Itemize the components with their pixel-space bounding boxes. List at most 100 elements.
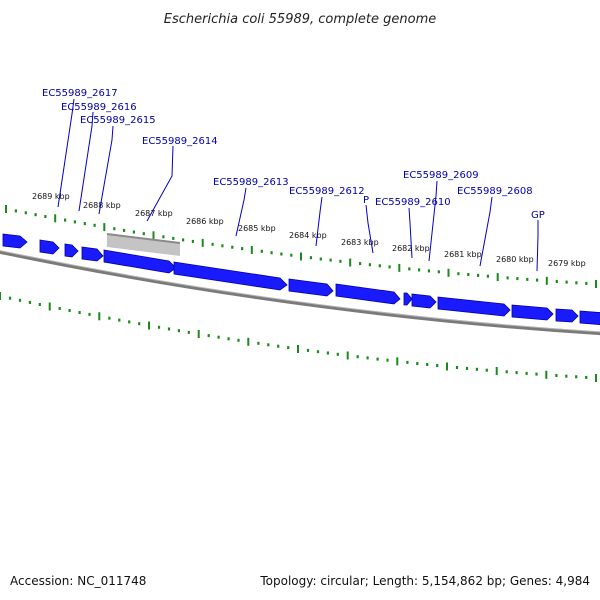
minor-tick: [486, 274, 489, 278]
minor-tick: [177, 329, 180, 333]
minor-tick: [535, 372, 538, 376]
major-tick: [148, 321, 150, 330]
accession-text: Accession: NC_011748: [10, 574, 147, 588]
minor-tick: [280, 252, 283, 256]
kbp-tick-label: 2681 kbp: [444, 250, 482, 259]
gene-label[interactable]: EC55989_2614: [142, 136, 218, 147]
gene-arrow[interactable]: [2, 233, 28, 249]
outer-tick-track: [5, 205, 597, 288]
major-tick: [247, 337, 250, 346]
leader-line: [57, 98, 75, 208]
minor-tick: [336, 352, 339, 356]
minor-tick: [34, 213, 37, 217]
major-tick: [152, 231, 155, 240]
minor-tick: [157, 325, 161, 329]
gene-arrow[interactable]: [103, 249, 177, 274]
gene-label-leaders: [57, 98, 539, 272]
minor-tick: [339, 259, 342, 263]
gene-arrow[interactable]: [39, 239, 60, 255]
minor-tick: [182, 238, 185, 242]
gene-arrow[interactable]: [555, 308, 579, 323]
kbp-tick-label: 2683 kbp: [341, 238, 379, 247]
minor-tick: [408, 267, 411, 271]
gene-label[interactable]: EC55989_2613: [213, 177, 289, 188]
gene-arrow[interactable]: [579, 310, 600, 325]
gene-labels: EC55989_2617 EC55989_2616 EC55989_2615 E…: [42, 88, 545, 221]
minor-tick: [108, 316, 111, 320]
minor-tick: [191, 239, 194, 243]
minor-tick: [326, 351, 329, 355]
major-tick: [446, 362, 448, 371]
gene-label[interactable]: GP: [531, 210, 545, 221]
minor-tick: [162, 235, 165, 239]
gene-arrow[interactable]: [288, 278, 334, 297]
minor-tick: [555, 280, 558, 283]
leader-line: [408, 207, 413, 259]
minor-tick: [231, 245, 234, 249]
leader-line: [365, 204, 374, 254]
gene-arrow[interactable]: [437, 296, 511, 317]
gene-label[interactable]: EC55989_2609: [403, 170, 479, 181]
minor-tick: [477, 273, 480, 277]
minor-tick: [217, 335, 220, 339]
gene-arrow[interactable]: [403, 292, 413, 306]
minor-tick: [565, 280, 568, 284]
gene-label[interactable]: EC55989_2610: [375, 197, 451, 208]
minor-tick: [525, 371, 528, 375]
minor-tick: [505, 370, 508, 374]
gene-label[interactable]: EC55989_2617: [42, 88, 118, 99]
minor-tick: [565, 374, 568, 378]
minor-tick: [113, 227, 116, 231]
major-tick: [5, 205, 7, 213]
minor-tick: [536, 278, 539, 282]
major-tick: [349, 258, 352, 267]
minor-tick: [416, 362, 419, 365]
gene-arrow[interactable]: [335, 283, 401, 305]
minor-tick: [187, 330, 190, 334]
minor-tick: [24, 211, 27, 215]
gene-arrow[interactable]: [173, 261, 288, 291]
minor-tick: [526, 277, 529, 281]
leader-line: [315, 196, 323, 247]
minor-tick: [388, 265, 391, 269]
minor-tick: [319, 257, 322, 261]
genome-backbone-highlight: [0, 250, 600, 333]
major-tick: [595, 374, 597, 382]
gene-arrow[interactable]: [81, 246, 104, 262]
minor-tick: [211, 242, 214, 246]
major-tick: [98, 312, 101, 321]
gene-label[interactable]: EC55989_2615: [80, 115, 156, 126]
major-tick: [250, 246, 253, 254]
minor-tick: [73, 220, 76, 224]
major-tick: [197, 330, 200, 338]
minor-tick: [221, 244, 224, 248]
major-tick: [297, 345, 299, 353]
minor-tick: [575, 281, 578, 285]
kbp-tick-label: 2680 kbp: [496, 255, 534, 264]
minor-tick: [123, 228, 126, 232]
major-tick: [48, 302, 51, 311]
kbp-tick-label: 2684 kbp: [289, 231, 327, 240]
minor-tick: [475, 367, 478, 371]
minor-tick: [287, 346, 290, 350]
kbp-tick-label: 2685 kbp: [238, 224, 276, 233]
minor-tick: [14, 209, 17, 213]
leader-line: [428, 180, 438, 262]
major-tick: [201, 238, 204, 247]
kbp-tick-label: 2689 kbp: [32, 192, 70, 201]
gene-arrow[interactable]: [64, 243, 79, 258]
gene-label[interactable]: EC55989_2612: [289, 186, 365, 197]
minor-tick: [306, 348, 310, 352]
minor-tick: [457, 272, 460, 276]
minor-tick: [555, 374, 558, 377]
minor-tick: [467, 273, 470, 276]
kbp-tick-label: 2686 kbp: [186, 217, 224, 226]
gene-label[interactable]: EC55989_2616: [61, 102, 137, 113]
minor-tick: [290, 253, 293, 257]
gene-label[interactable]: EC55989_2608: [457, 186, 533, 197]
minor-tick: [316, 350, 320, 354]
gene-arrow[interactable]: [411, 293, 437, 309]
gene-arrow[interactable]: [511, 304, 554, 321]
gene-label[interactable]: P: [363, 195, 369, 206]
kbp-tick-labels: 2689 kbp 2688 kbp 2687 kbp 2686 kbp 2685…: [32, 192, 586, 268]
